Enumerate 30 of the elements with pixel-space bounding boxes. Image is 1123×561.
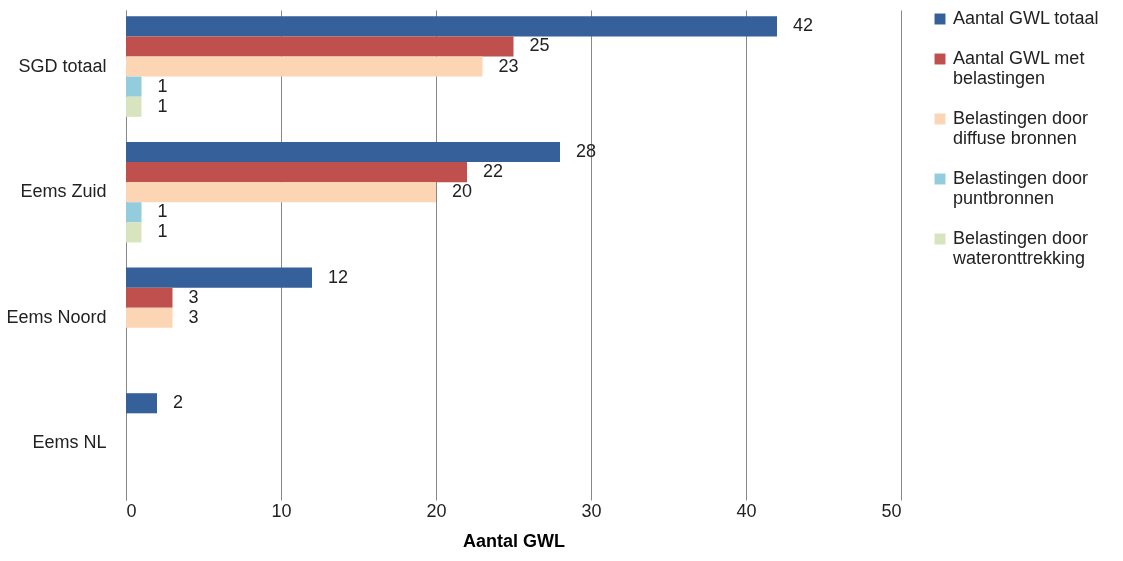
legend-label: Aantal GWL totaal [953, 8, 1099, 28]
data-label: 28 [576, 140, 597, 161]
data-label: 1 [157, 221, 168, 242]
data-label: 23 [498, 55, 519, 76]
legend-label: Aantal GWL met belastingen [953, 48, 1085, 88]
data-label: 22 [483, 161, 504, 182]
y-tick-label: SGD totaal [18, 55, 107, 76]
x-tick-label: 30 [581, 500, 602, 521]
x-axis-title: Aantal GWL [463, 530, 565, 551]
data-label: 12 [328, 266, 349, 287]
y-tick-label: Eems Noord [6, 306, 107, 327]
data-label: 3 [188, 286, 199, 307]
x-tick-label: 10 [271, 500, 292, 521]
data-label: 2 [173, 392, 184, 413]
data-label: 1 [157, 75, 168, 96]
x-tick-label: 50 [881, 500, 902, 521]
data-label: 42 [793, 15, 814, 36]
data-label: 20 [452, 181, 473, 202]
data-label: 1 [157, 95, 168, 116]
data-label: 3 [188, 306, 199, 327]
data-label: 25 [529, 35, 550, 56]
x-tick-label: 0 [126, 500, 137, 521]
legend-label: Belastingen door wateronttrekking [952, 228, 1089, 268]
y-tick-label: Eems NL [32, 432, 107, 453]
x-tick-label: 20 [426, 500, 447, 521]
x-tick-label: 40 [736, 500, 757, 521]
data-label: 1 [157, 201, 168, 222]
y-tick-label: Eems Zuid [20, 181, 107, 202]
legend-label: Belastingen door puntbronnen [953, 168, 1089, 208]
legend-label: Belastingen door diffuse bronnen [953, 108, 1089, 148]
